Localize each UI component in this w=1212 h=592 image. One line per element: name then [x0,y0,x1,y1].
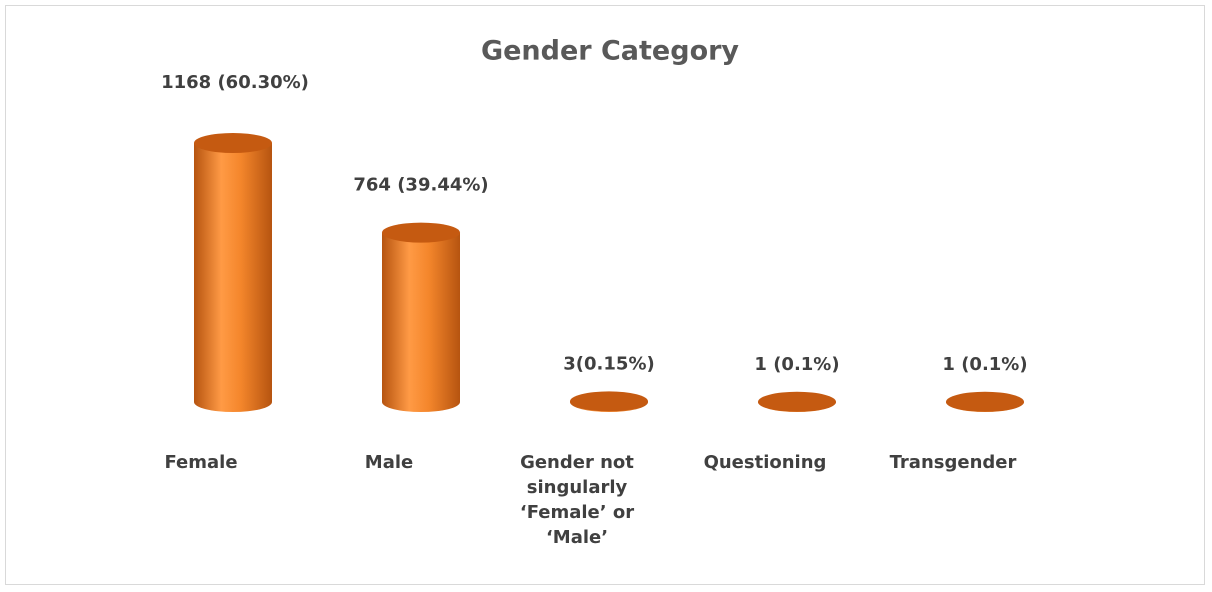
value-label: 1 (0.1%) [754,354,839,375]
x-tick-label: Gender not singularly ‘Female’ or ‘Male’ [519,452,635,548]
cylinder-top [194,133,272,153]
cylinder-top [946,391,1024,412]
x-tick-label: Female [164,452,238,473]
value-label: 1 (0.1%) [942,354,1027,375]
x-tick-label: Male [364,452,414,473]
x-tick-label: Transgender [889,452,1017,473]
chart-frame [5,5,1205,585]
cylinder-top [758,391,836,412]
value-label: 3(0.15%) [563,353,654,374]
value-label: 1168 (60.30%) [161,72,309,93]
cylinder-body [382,232,460,412]
cylinder-body [194,143,272,412]
value-label: 764 (39.44%) [353,175,488,196]
chart-title: Gender Category [481,36,739,67]
cylinder-top [570,391,648,412]
x-tick-label: Questioning [703,452,827,473]
cylinder-top [382,222,460,243]
